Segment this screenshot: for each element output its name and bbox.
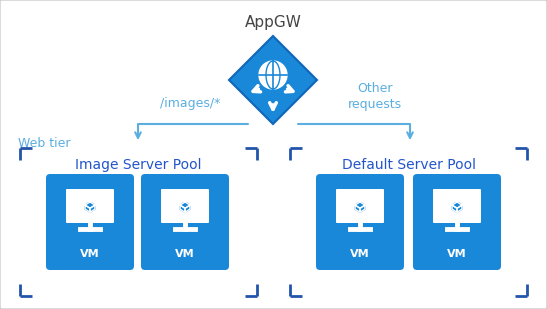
Polygon shape	[229, 36, 317, 124]
Text: VM: VM	[80, 249, 100, 259]
Text: Default Server Pool: Default Server Pool	[342, 158, 476, 172]
Text: AppGW: AppGW	[245, 15, 301, 30]
FancyBboxPatch shape	[161, 189, 209, 223]
Polygon shape	[452, 202, 462, 208]
Polygon shape	[90, 205, 95, 212]
Polygon shape	[85, 202, 95, 208]
Text: /images/*: /images/*	[160, 96, 220, 109]
Polygon shape	[355, 202, 365, 208]
FancyBboxPatch shape	[66, 189, 114, 223]
FancyBboxPatch shape	[413, 174, 501, 270]
FancyBboxPatch shape	[141, 174, 229, 270]
Text: Image Server Pool: Image Server Pool	[75, 158, 201, 172]
Polygon shape	[355, 205, 360, 212]
Text: VM: VM	[175, 249, 195, 259]
Polygon shape	[457, 205, 462, 212]
Polygon shape	[180, 202, 190, 208]
FancyBboxPatch shape	[316, 174, 404, 270]
Polygon shape	[185, 205, 190, 212]
Text: Other
requests: Other requests	[348, 82, 402, 111]
FancyBboxPatch shape	[336, 189, 384, 223]
FancyBboxPatch shape	[433, 189, 481, 223]
FancyBboxPatch shape	[46, 174, 134, 270]
Polygon shape	[180, 205, 185, 212]
Text: Web tier: Web tier	[18, 137, 71, 150]
Circle shape	[259, 61, 287, 89]
Polygon shape	[452, 205, 457, 212]
Text: VM: VM	[447, 249, 467, 259]
Polygon shape	[85, 205, 90, 212]
Polygon shape	[360, 205, 365, 212]
Text: VM: VM	[350, 249, 370, 259]
